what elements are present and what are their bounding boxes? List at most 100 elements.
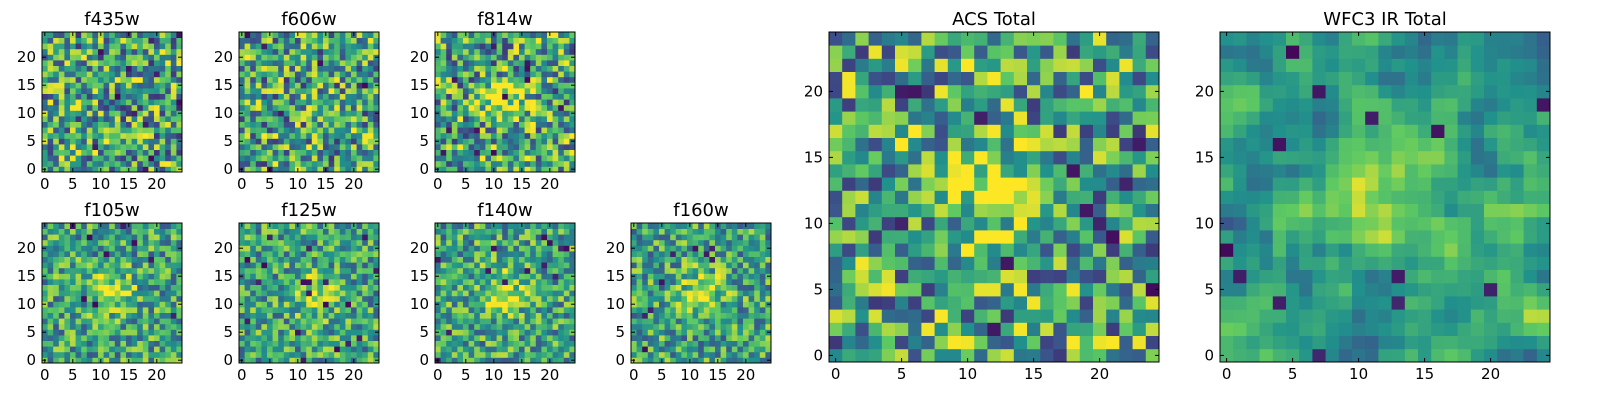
heatmap-cell (58, 76, 65, 83)
heatmap-cell (109, 60, 116, 66)
heatmap-cell (317, 301, 324, 308)
heatmap-cell (334, 329, 341, 336)
heatmap-cell (653, 340, 660, 347)
heatmap-cell (703, 335, 710, 341)
heatmap-cell (58, 166, 65, 173)
heatmap-cell (563, 346, 570, 353)
heatmap-cell (440, 307, 447, 313)
heatmap-cell (272, 149, 279, 156)
heatmap-cell (58, 273, 65, 280)
heatmap-cell (42, 340, 48, 347)
heatmap-cell (278, 251, 285, 257)
heatmap-cell (86, 166, 93, 173)
heatmap-cell (159, 351, 166, 358)
heatmap-cell (306, 166, 313, 173)
heatmap-cell (829, 256, 843, 270)
heatmap-cell (165, 166, 172, 173)
heatmap-cell (463, 104, 469, 111)
heatmap-cell (120, 340, 127, 347)
heatmap-cell (479, 166, 486, 173)
heatmap-cell (737, 273, 744, 280)
heatmap-cell (474, 93, 481, 100)
heatmap-cell (86, 138, 93, 145)
heatmap-cell (86, 60, 93, 66)
heatmap-cell (351, 312, 357, 319)
heatmap-cell (502, 99, 509, 106)
heatmap-cell (283, 262, 290, 269)
heatmap-cell (311, 32, 318, 38)
heatmap-cell (148, 127, 155, 134)
heatmap-cell (1079, 282, 1094, 297)
heatmap-cell (159, 273, 166, 280)
heatmap-cell (47, 37, 54, 44)
heatmap-cell (317, 312, 324, 319)
heatmap-cell (703, 323, 710, 330)
heatmap-cell (362, 267, 369, 274)
heatmap-cell (367, 132, 374, 139)
heatmap-cell (1027, 296, 1041, 310)
heatmap-cell (468, 273, 475, 280)
heatmap-cell (642, 223, 649, 229)
heatmap-cell (58, 71, 65, 78)
heatmap-cell (170, 54, 177, 61)
heatmap-cell (42, 88, 48, 94)
heatmap-cell (250, 335, 257, 341)
heatmap-cell (267, 351, 273, 358)
heatmap-cell (1027, 164, 1041, 178)
heatmap-cell (159, 284, 166, 291)
heatmap-cell (675, 340, 682, 347)
heatmap-cell (519, 65, 525, 72)
heatmap-cell (524, 307, 531, 313)
heatmap-cell (92, 76, 99, 83)
heatmap-cell (1066, 216, 1081, 231)
heatmap-cell (829, 190, 843, 204)
heatmap-cell (103, 273, 110, 280)
heatmap-cell (86, 132, 93, 139)
heatmap-cell (126, 82, 132, 89)
heatmap-cell (947, 322, 962, 336)
heatmap-cell (961, 282, 975, 297)
heatmap-cell (519, 351, 525, 358)
heatmap-cell (552, 121, 559, 128)
heatmap-cell (947, 256, 962, 270)
heatmap-cell (670, 312, 677, 319)
heatmap-cell (535, 267, 542, 274)
heatmap-cell (351, 160, 357, 167)
heatmap-cell (75, 329, 82, 336)
heatmap-cell (334, 279, 341, 285)
heatmap-cell (715, 340, 721, 347)
heatmap-cell (339, 110, 346, 117)
heatmap-cell (250, 307, 257, 313)
x-tick-label: 5 (265, 366, 275, 384)
heatmap-cell (109, 290, 116, 297)
heatmap-cell (278, 104, 285, 111)
heatmap-cell (479, 256, 486, 263)
heatmap-cell (468, 245, 475, 252)
heatmap-cell (715, 256, 721, 263)
heatmap-cell (974, 203, 988, 218)
heatmap-cell (709, 357, 716, 364)
heatmap-cell (558, 48, 565, 55)
heatmap-cell (362, 32, 369, 38)
heatmap-cell (569, 251, 576, 257)
heatmap-cell (328, 340, 335, 347)
heatmap-cell (524, 335, 531, 341)
heatmap-cell (142, 65, 149, 72)
heatmap-cell (267, 346, 273, 353)
heatmap-cell (300, 48, 307, 55)
heatmap-cell (743, 284, 749, 291)
heatmap-cell (47, 245, 54, 252)
heatmap-cell (137, 228, 144, 235)
heatmap-cell (474, 239, 481, 246)
heatmap-cell (670, 223, 677, 229)
heatmap-cell (463, 160, 469, 167)
heatmap-cell (513, 318, 520, 325)
heatmap-cell (92, 138, 99, 145)
heatmap-cell (126, 99, 132, 106)
heatmap-cell (154, 335, 160, 341)
heatmap-cell (642, 273, 649, 280)
heatmap-cell (278, 144, 285, 150)
heatmap-cell (451, 71, 458, 78)
heatmap-cell (519, 121, 525, 128)
heatmap-cell (440, 335, 447, 341)
